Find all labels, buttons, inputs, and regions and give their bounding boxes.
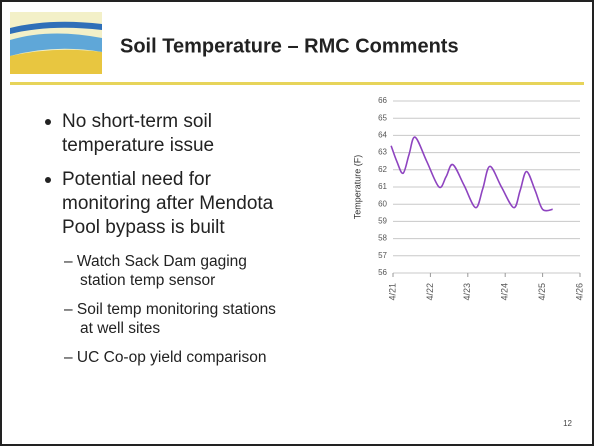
bullet-text: Pool bypass is built: [62, 217, 225, 238]
sub-bullet-text: at well sites: [80, 320, 160, 337]
sub-bullet-text: – Soil temp monitoring stations: [64, 301, 276, 318]
bullet-text: monitoring after Mendota: [62, 193, 274, 214]
y-tick-label: 58: [378, 234, 387, 243]
x-tick-label: 4/23: [462, 283, 472, 301]
x-tick-label: 4/25: [537, 283, 547, 301]
logo: [10, 12, 102, 74]
bullet-dot: [45, 177, 51, 183]
sub-bullet-text: station temp sensor: [80, 272, 215, 289]
bullet-text: No short-term soil: [62, 111, 212, 132]
x-tick-label: 4/22: [425, 283, 435, 301]
slide-title: Soil Temperature – RMC Comments: [120, 35, 459, 57]
y-tick-label: 66: [378, 96, 387, 105]
y-tick-label: 60: [378, 199, 387, 208]
x-tick-label: 4/21: [387, 283, 397, 301]
y-tick-label: 65: [378, 113, 387, 122]
y-axis-label: Temperature (F): [352, 155, 362, 220]
header-rule: [10, 82, 584, 85]
sub-bullet-text: – UC Co-op yield comparison: [64, 349, 266, 366]
y-tick-label: 63: [378, 148, 387, 157]
y-tick-label: 56: [378, 268, 387, 277]
y-tick-label: 61: [378, 182, 387, 191]
sub-bullet-text: – Watch Sack Dam gaging: [64, 253, 247, 270]
bullet-text: Potential need for: [62, 169, 212, 190]
y-tick-label: 64: [378, 131, 387, 140]
y-tick-label: 62: [378, 165, 387, 174]
y-tick-label: 57: [378, 251, 387, 260]
page-number: 12: [563, 419, 572, 428]
bullet-text: temperature issue: [62, 135, 214, 156]
x-tick-label: 4/24: [500, 283, 510, 301]
temperature-line: [390, 136, 553, 212]
bullet-dot: [45, 119, 51, 125]
x-tick-label: 4/26: [574, 283, 584, 301]
y-tick-label: 59: [378, 217, 387, 226]
